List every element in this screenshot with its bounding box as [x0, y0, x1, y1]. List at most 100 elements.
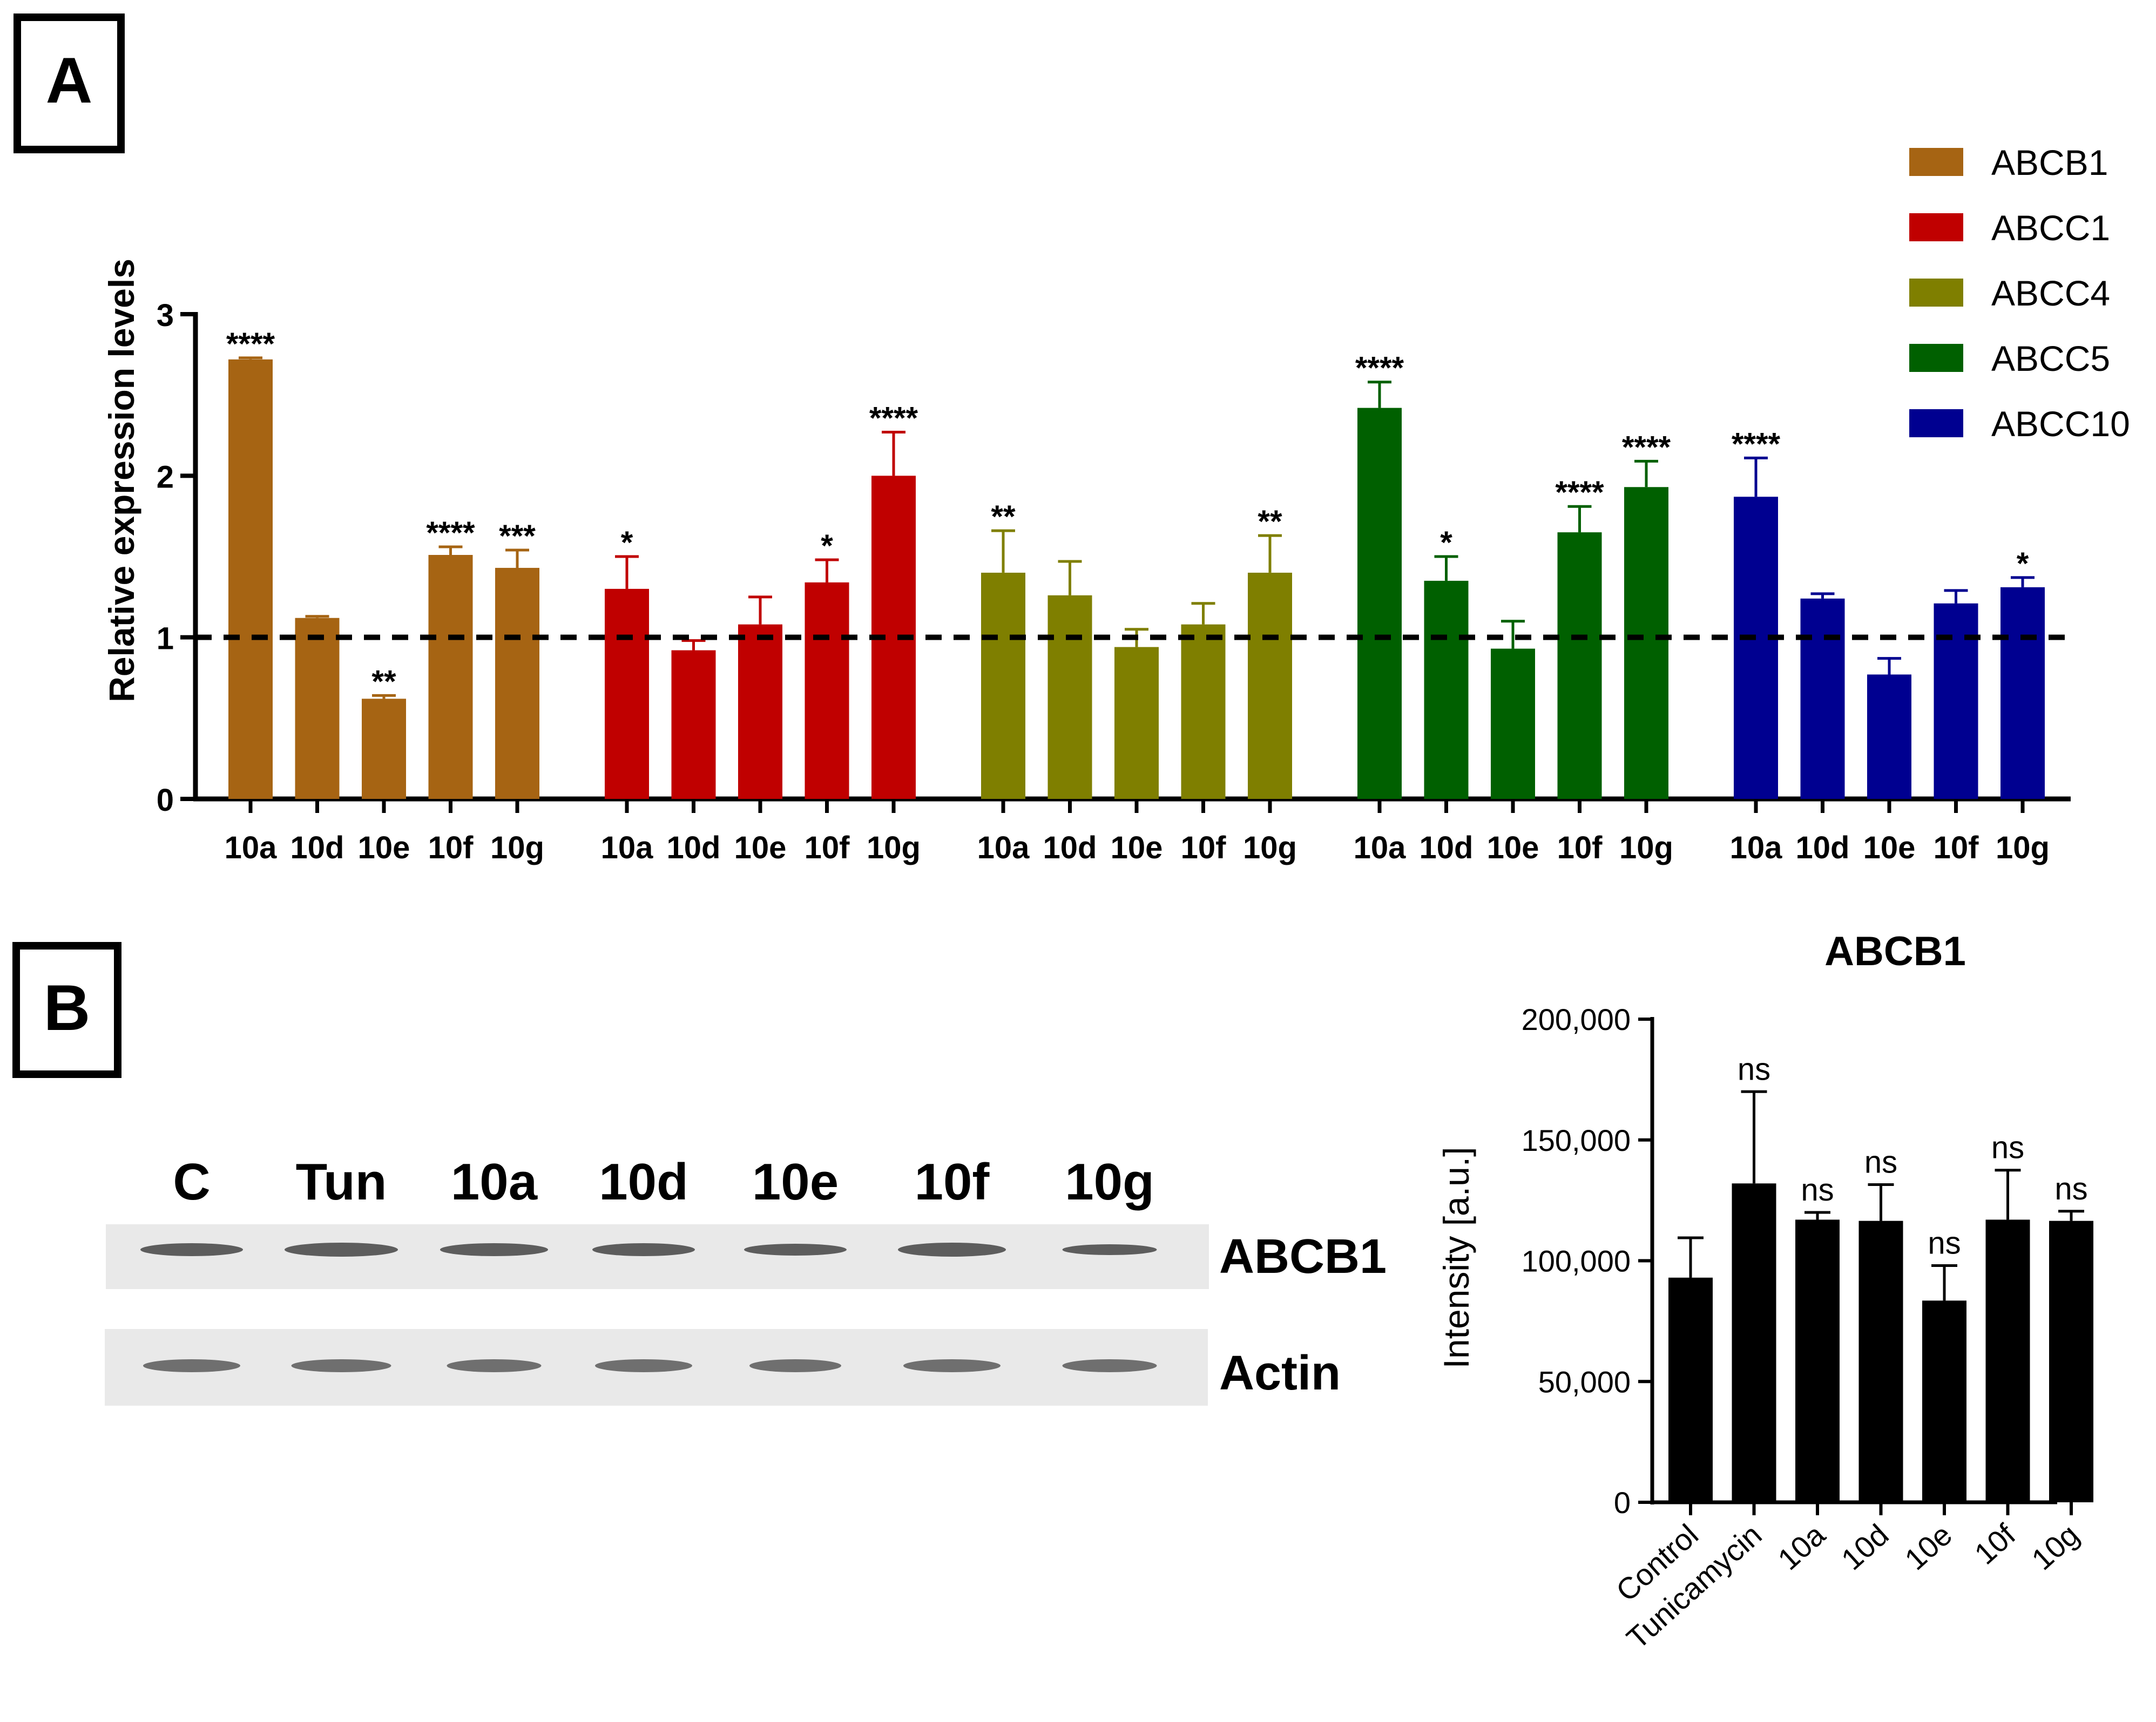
panel-a-bar — [1491, 648, 1535, 799]
panel-b-x-tick-label: 10f — [1968, 1517, 2022, 1571]
panel-a-bar — [428, 555, 473, 799]
blot-band-actin — [447, 1359, 542, 1372]
blot-band-abcb1 — [744, 1244, 847, 1256]
panel-a-significance: * — [821, 528, 833, 564]
panel-a-legend: ABCB1 ABCC1 ABCC4 ABCC5 ABCC10 — [1909, 143, 2130, 444]
panel-a-bar — [495, 567, 539, 799]
panel-a-chart: Relative expression levels ABCB1ABCC1ABC… — [102, 143, 2130, 865]
panel-b-x-tick-label: 10a — [1771, 1517, 1831, 1577]
panel-a-bar — [1114, 647, 1159, 799]
panel-a-bar — [605, 588, 649, 799]
western-blot: C Tun 10a 10d 10e 10f 10g ABCB1 Actin — [105, 1153, 1387, 1406]
panel-a-x-tick-label: 10g — [490, 830, 544, 865]
panel-a-significance: **** — [426, 516, 475, 551]
panel-a-legend-label: ABCB1 — [1991, 143, 2108, 182]
panel-a-x-tick-label: 10f — [1181, 830, 1227, 865]
panel-b-bar — [1985, 1219, 2030, 1502]
panel-a-significance: * — [621, 525, 633, 560]
panel-a-ylabel: Relative expression levels — [102, 259, 141, 702]
blot-row-label-abcb1: ABCB1 — [1219, 1230, 1387, 1284]
panel-b-title: ABCB1 — [1824, 928, 1966, 974]
panel-a-significance: **** — [226, 327, 275, 362]
panel-a-x-tick-label: 10e — [1487, 830, 1539, 865]
panel-a-x-tick-label: 10d — [1796, 830, 1850, 865]
blot-lane-label: Tun — [296, 1153, 387, 1211]
panel-a-bar — [1248, 572, 1292, 799]
panel-a-x-tick-label: 10g — [1996, 830, 2050, 865]
panel-b-significance: ns — [1991, 1130, 2024, 1165]
panel-a-legend-swatch — [1909, 409, 1963, 437]
blot-lane-label: 10f — [915, 1153, 990, 1211]
panel-b-bar — [1668, 1277, 1713, 1502]
panel-a-x-tick-label: 10a — [1730, 830, 1783, 865]
panel-b-bar — [1795, 1219, 1840, 1502]
panel-b-bar — [2049, 1221, 2093, 1502]
panel-a-y-tick-label: 1 — [157, 621, 174, 656]
panel-a-x-tick-label: 10d — [1043, 830, 1097, 865]
blot-band-actin — [903, 1359, 1001, 1372]
panel-a-x-tick-label: 10f — [805, 830, 850, 865]
panel-a-x-tick-label: 10g — [1243, 830, 1297, 865]
panel-a-bar — [671, 650, 716, 799]
panel-a-x-tick-label: 10g — [1619, 830, 1673, 865]
panel-a-y-tick-label: 0 — [157, 783, 174, 818]
panel-a-x-tick-label: 10d — [1420, 830, 1474, 865]
panel-a-significance: **** — [1732, 426, 1781, 462]
panel-b-y-tick-label: 150,000 — [1522, 1123, 1631, 1157]
panel-a-significance: ** — [991, 499, 1016, 534]
blot-band-actin — [1062, 1359, 1157, 1372]
panel-b-x-tick-label: 10d — [1835, 1517, 1895, 1576]
panel-a-label-box: A — [13, 13, 125, 153]
blot-band-abcb1 — [592, 1243, 695, 1256]
panel-a-bar — [1047, 595, 1092, 799]
panel-a-significance: *** — [499, 519, 536, 554]
panel-a-bar — [1734, 497, 1778, 799]
blot-band-abcb1 — [140, 1243, 243, 1256]
panel-a-y-tick-label: 3 — [157, 298, 174, 333]
panel-a-x-tick-label: 10e — [358, 830, 410, 865]
panel-a-x-tick-label: 10e — [1863, 830, 1916, 865]
panel-a-x-tick-label: 10d — [290, 830, 344, 865]
panel-b-significance: ns — [1928, 1225, 1961, 1260]
panel-a-bar — [1357, 408, 1402, 799]
panel-a-x-tick-label: 10e — [734, 830, 787, 865]
panel-a-significance: **** — [1355, 351, 1404, 386]
panel-a-x-tick-label: 10e — [1111, 830, 1163, 865]
panel-a-bar — [738, 624, 782, 799]
panel-a-bar — [981, 572, 1025, 799]
panel-b-x-tick-label: 10g — [2025, 1517, 2085, 1576]
panel-a-bar — [295, 618, 340, 799]
blot-band-abcb1 — [1062, 1244, 1157, 1255]
panel-b-y-tick-label: 200,000 — [1522, 1002, 1631, 1036]
blot-row-label-actin: Actin — [1219, 1346, 1341, 1400]
panel-a-bar — [2000, 587, 2045, 799]
panel-b-ylabel: Intensity [a.u.] — [1436, 1147, 1476, 1369]
panel-a-x-tick-label: 10f — [428, 830, 474, 865]
blot-band-actin — [291, 1359, 391, 1372]
panel-b-significance: ns — [1864, 1145, 1897, 1180]
panel-a-legend-label: ABCC4 — [1991, 273, 2110, 313]
panel-a-bar — [1557, 532, 1602, 799]
panel-a-x-tick-label: 10d — [667, 830, 721, 865]
panel-a-legend-swatch — [1909, 148, 1963, 176]
panel-b-y-tick-label: 100,000 — [1522, 1244, 1631, 1278]
panel-a-bar — [1800, 598, 1845, 799]
panel-a-legend-swatch — [1909, 344, 1963, 372]
panel-a-x-tick-label: 10a — [225, 830, 278, 865]
panel-a-significance: * — [1440, 525, 1452, 560]
panel-a-x-tick-label: 10a — [977, 830, 1030, 865]
panel-b-bar — [1922, 1300, 1966, 1502]
panel-b-bar — [1858, 1221, 1903, 1502]
panel-a-bar — [1867, 674, 1911, 799]
blot-band-actin — [749, 1359, 841, 1372]
blot-lane-label: 10e — [752, 1153, 839, 1211]
panel-a-bar — [1624, 487, 1668, 799]
panel-b-chart: ABCB1 Intensity [a.u.] 0 50,000 100,000 150… — [1436, 928, 2093, 1656]
panel-b-x-tick-label: 10e — [1898, 1517, 1958, 1576]
panel-a-y-tick-label: 2 — [157, 459, 174, 494]
panel-a-legend-label: ABCC10 — [1991, 404, 2130, 444]
blot-lane-label: 10g — [1065, 1153, 1154, 1211]
panel-a-x-tick-label: 10a — [601, 830, 654, 865]
panel-a-bar — [362, 699, 406, 799]
